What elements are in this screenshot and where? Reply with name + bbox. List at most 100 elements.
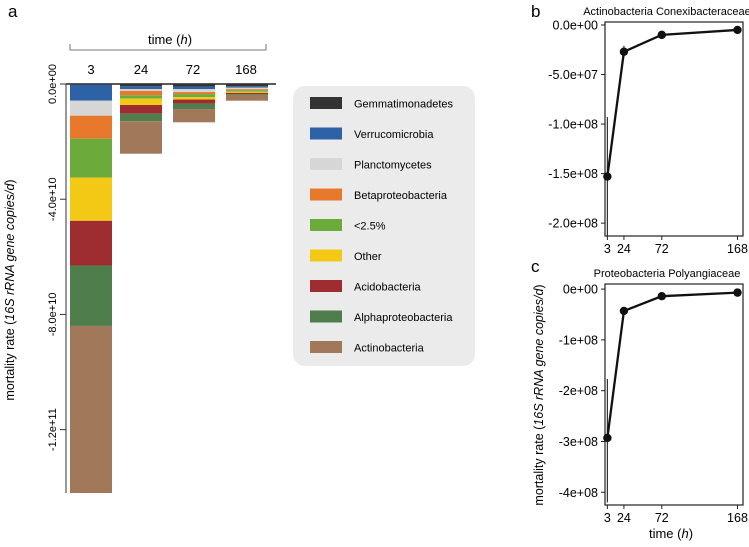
bar-segment-other	[70, 177, 112, 221]
y-tick-label: -1e+08	[559, 333, 598, 347]
bar-segment-actinobacteria	[173, 109, 215, 123]
bar-segment-planctomycetes	[70, 100, 112, 116]
legend-swatch	[310, 97, 342, 109]
data-point	[603, 433, 612, 443]
x-tick-label: 72	[655, 242, 669, 256]
y-tick-label: -1.5e+08	[548, 167, 598, 181]
x-tick-label: 24	[617, 242, 631, 256]
x-tick-label: 3	[604, 242, 611, 256]
bar-segment-actinobacteria	[70, 325, 112, 493]
y-tick-label: -2e+08	[559, 384, 598, 398]
y-axis-title: mortality rate (16S rRNA gene copies/d)	[3, 179, 17, 400]
category-label: 3	[87, 62, 94, 77]
legend-items: Gemmatimonadetes Verrucomicrobia Planctomy…	[310, 97, 454, 355]
bar-segment-actinobacteria	[226, 94, 268, 101]
bar-segment-betaproteobacteria	[120, 90, 162, 96]
y-tick-label: -4e+08	[559, 486, 598, 500]
y-tick-label: 0e+00	[563, 283, 598, 297]
legend-label: Gemmatimonadetes	[354, 99, 454, 111]
legend-swatch	[310, 158, 342, 170]
y-tick-label: -1.0e+08	[548, 118, 598, 132]
legend-label: Betaproteobacteria	[354, 190, 448, 202]
legend-label: Planctomycetes	[354, 160, 432, 172]
bar-segment-verrucomicrobia	[70, 84, 112, 101]
bar-segment-planctomycetes	[226, 87, 268, 90]
x-tick-label: 168	[727, 511, 748, 525]
panel-c-y-axis-title: mortality rate (16S rRNA gene copies/d)	[532, 284, 546, 505]
legend-swatch	[310, 127, 342, 140]
bar-segment-other	[173, 97, 215, 100]
plot-frame	[604, 283, 744, 506]
legend-label: <2.5%	[354, 221, 386, 233]
legend-box	[293, 86, 475, 366]
bar-segment-acidobacteria	[226, 92, 268, 95]
panel-c-label: c	[531, 257, 540, 276]
y-tick-label: -1.2e+11	[47, 408, 59, 451]
bar-segment-betaproteobacteria	[70, 115, 112, 139]
data-point	[733, 288, 742, 297]
panel-c-plot: 0e+00 -1e+08 -2e+08 -3e+08 -4e+08 3 24 72 168	[559, 283, 748, 525]
x-tick-label: 168	[727, 242, 748, 256]
bar-segment-betaproteobacteria	[226, 89, 268, 91]
panel-c-x-axis-title: time (h)	[649, 526, 693, 541]
bar-segment-alphaproteobacteria	[173, 103, 215, 110]
bar-segment-gemmatimonadetes	[226, 84, 268, 87]
legend-swatch	[310, 219, 342, 231]
legend-swatch	[310, 280, 342, 292]
data-point	[657, 291, 666, 301]
data-point	[657, 30, 666, 40]
bar-segment-gemmatimonadetes	[173, 84, 215, 87]
bar-segment-alphaproteobacteria	[70, 265, 112, 326]
top-axis-bracket	[69, 44, 267, 51]
series-line	[606, 28, 738, 177]
legend: Gemmatimonadetes Verrucomicrobia Planctomy…	[293, 86, 475, 366]
category-label: 72	[186, 62, 200, 77]
bar-segment-gemmatimonadetes	[70, 84, 112, 85]
bar-segment--2-5-	[70, 138, 112, 178]
category-label: 168	[235, 62, 257, 77]
bar-segment-acidobacteria	[120, 105, 162, 114]
panel-a-label: a	[8, 2, 18, 21]
bar-segment-planctomycetes	[120, 89, 162, 91]
data-point	[603, 172, 612, 181]
series-line	[606, 291, 738, 439]
legend-label: Alphaproteobacteria	[354, 312, 453, 324]
bar-segment-other	[226, 91, 268, 93]
x-tick-label: 3	[604, 511, 611, 525]
panel-a: a time (h) 3 24 72 168 0.0e+00 -4.0e+10 -8…	[3, 2, 475, 493]
y-tick-label: -4.0e+10	[47, 177, 59, 221]
legend-swatch	[310, 188, 342, 201]
panel-b-title: Actinobacteria Conexibacteraceae	[583, 6, 749, 18]
bar-segment-alphaproteobacteria	[226, 94, 268, 95]
y-tick-label: -5.0e+07	[548, 68, 598, 82]
bar-segment-alphaproteobacteria	[120, 113, 162, 122]
data-point	[619, 47, 629, 56]
legend-swatch	[310, 341, 342, 353]
bar-segment-gemmatimonadetes	[120, 84, 162, 87]
bar-segment-acidobacteria	[70, 220, 112, 266]
panel-b-plot: 0.0e+00 -5.0e+07 -1.0e+08 -1.5e+08 -2.0e+08 3…	[548, 18, 748, 256]
x-tick-label: 24	[617, 511, 631, 525]
y-tick-label: -3e+08	[559, 435, 598, 449]
y-tick-label: -2.0e+08	[548, 217, 598, 231]
legend-swatch	[310, 310, 342, 323]
panel-b: b Actinobacteria Conexibacteraceae 0.0e+…	[531, 2, 749, 256]
y-axis-ticks: 0.0e+00 -4.0e+10 -8.0e+10 -1.2e+11	[47, 64, 66, 451]
stacked-bars	[70, 84, 268, 493]
y-tick-label: 0.0e+00	[552, 18, 598, 32]
x-tick-label: 72	[655, 511, 669, 525]
bar-segment-planctomycetes	[173, 89, 215, 93]
bar-segment-actinobacteria	[120, 121, 162, 154]
bar-segment-acidobacteria	[173, 99, 215, 104]
legend-label: Actinobacteria	[354, 343, 425, 355]
legend-label: Acidobacteria	[354, 282, 422, 294]
panel-c: c Proteobacteria Polyangiaceae 0e+00 -1e+…	[531, 257, 748, 541]
y-tick-label: -8.0e+10	[47, 293, 59, 337]
bar-segment-betaproteobacteria	[173, 92, 215, 95]
bar-segment-verrucomicrobia	[173, 86, 215, 90]
bar-segment-verrucomicrobia	[120, 86, 162, 90]
bar-segment--2-5-	[226, 90, 268, 92]
plot-frame	[604, 21, 744, 237]
